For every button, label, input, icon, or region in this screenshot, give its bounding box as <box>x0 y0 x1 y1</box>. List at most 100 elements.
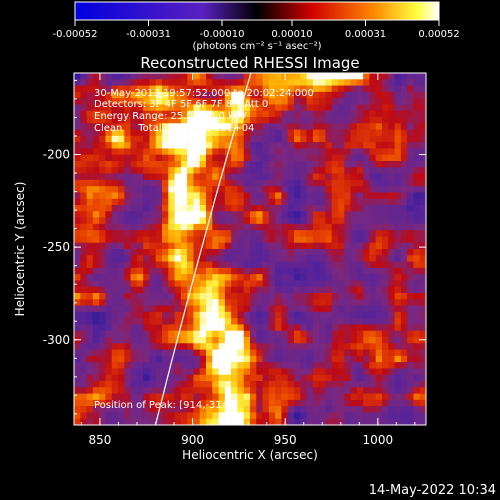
heatmap-cell <box>212 324 219 332</box>
heatmap-cell <box>187 217 194 225</box>
heatmap-cell <box>136 330 144 338</box>
heatmap-cell <box>319 167 326 174</box>
heatmap-cell <box>224 73 232 80</box>
heatmap-cell <box>99 337 106 344</box>
heatmap-cell <box>338 104 345 112</box>
heatmap-cell <box>419 280 426 288</box>
colorbar-tick-label: -0.00010 <box>200 29 245 40</box>
heatmap-cell <box>124 330 131 338</box>
heatmap-cell <box>149 98 157 105</box>
heatmap-cell <box>338 186 345 193</box>
heatmap-cell <box>124 343 131 350</box>
heatmap-cell <box>237 217 245 225</box>
heatmap-cell <box>319 230 326 237</box>
heatmap-cell <box>231 418 238 425</box>
heatmap-cell <box>212 381 219 388</box>
heatmap-cell <box>268 123 276 130</box>
heatmap-cell <box>136 355 144 363</box>
heatmap-cell <box>268 393 276 401</box>
heatmap-cell <box>118 311 125 319</box>
heatmap-cell <box>187 374 194 382</box>
heatmap-cell <box>80 418 87 425</box>
heatmap-cell <box>306 167 314 174</box>
heatmap-cell <box>86 161 94 168</box>
heatmap-cell <box>350 73 358 80</box>
heatmap-cell <box>338 406 345 413</box>
heatmap-cell <box>155 330 163 338</box>
heatmap-cell <box>331 186 339 193</box>
heatmap-cell <box>124 299 131 306</box>
heatmap-cell <box>231 198 238 206</box>
heatmap-cell <box>174 179 182 187</box>
heatmap-cell <box>174 387 182 394</box>
heatmap-cell <box>268 293 276 300</box>
heatmap-cell <box>105 79 113 86</box>
heatmap-cell <box>193 249 201 256</box>
heatmap-cell <box>174 167 182 174</box>
heatmap-cell <box>80 318 87 325</box>
heatmap-cell <box>369 129 377 137</box>
heatmap-cell <box>143 274 150 281</box>
heatmap-cell <box>193 368 201 376</box>
heatmap-cell <box>356 179 364 187</box>
heatmap-cell <box>350 337 358 344</box>
heatmap-cell <box>281 362 289 369</box>
heatmap-cell <box>237 205 245 212</box>
heatmap-cell <box>262 148 270 156</box>
heatmap-cell <box>306 255 314 262</box>
heatmap-cell <box>375 85 383 93</box>
heatmap-cell <box>407 98 414 105</box>
heatmap-cell <box>136 198 144 206</box>
heatmap-cell <box>155 286 163 294</box>
heatmap-cell <box>149 318 157 325</box>
heatmap-cell <box>382 299 389 306</box>
heatmap-cell <box>212 110 219 118</box>
heatmap-cell <box>325 412 333 420</box>
heatmap-cell <box>124 198 131 206</box>
heatmap-cell <box>149 236 157 244</box>
heatmap-cell <box>237 91 245 99</box>
heatmap-cell <box>231 337 238 344</box>
heatmap-cell <box>206 293 213 300</box>
heatmap-cell <box>338 330 345 338</box>
heatmap-cell <box>400 267 408 275</box>
heatmap-cell <box>199 249 207 256</box>
heatmap-cell <box>394 324 402 332</box>
heatmap-cell <box>262 406 270 413</box>
heatmap-cell <box>180 343 188 350</box>
heatmap-cell <box>388 223 395 231</box>
heatmap-cell <box>382 318 389 325</box>
heatmap-cell <box>382 223 389 231</box>
heatmap-cell <box>143 198 150 206</box>
heatmap-cell <box>319 343 326 350</box>
heatmap-cell <box>369 324 377 332</box>
heatmap-cell <box>388 85 395 93</box>
heatmap-cell <box>375 368 383 376</box>
heatmap-cell <box>419 362 426 369</box>
heatmap-cell <box>413 368 421 376</box>
heatmap-cell <box>118 110 125 118</box>
heatmap-cell <box>187 104 194 112</box>
heatmap-cell <box>375 418 383 425</box>
heatmap-cell <box>74 211 81 218</box>
heatmap-cell <box>212 230 219 237</box>
heatmap-cell <box>130 311 138 319</box>
heatmap-cell <box>130 412 138 420</box>
heatmap-cell <box>419 104 426 112</box>
heatmap-cell <box>250 198 257 206</box>
heatmap-cell <box>212 123 219 130</box>
heatmap-cell <box>162 387 169 394</box>
heatmap-cell <box>231 393 238 401</box>
heatmap-cell <box>312 311 320 319</box>
heatmap-cell <box>231 343 238 350</box>
heatmap-cell <box>363 198 370 206</box>
heatmap-cell <box>281 343 289 350</box>
heatmap-cell <box>231 299 238 306</box>
heatmap-cell <box>92 318 100 325</box>
heatmap-cell <box>262 167 270 174</box>
heatmap-cell <box>118 355 125 363</box>
heatmap-cell <box>212 242 219 250</box>
heatmap-cell <box>331 261 339 269</box>
colorbar-tick-label: -0.00031 <box>126 29 171 40</box>
heatmap-cell <box>294 148 301 156</box>
